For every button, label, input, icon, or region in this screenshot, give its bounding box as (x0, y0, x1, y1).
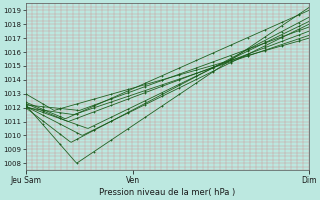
X-axis label: Pression niveau de la mer( hPa ): Pression niveau de la mer( hPa ) (99, 188, 235, 197)
